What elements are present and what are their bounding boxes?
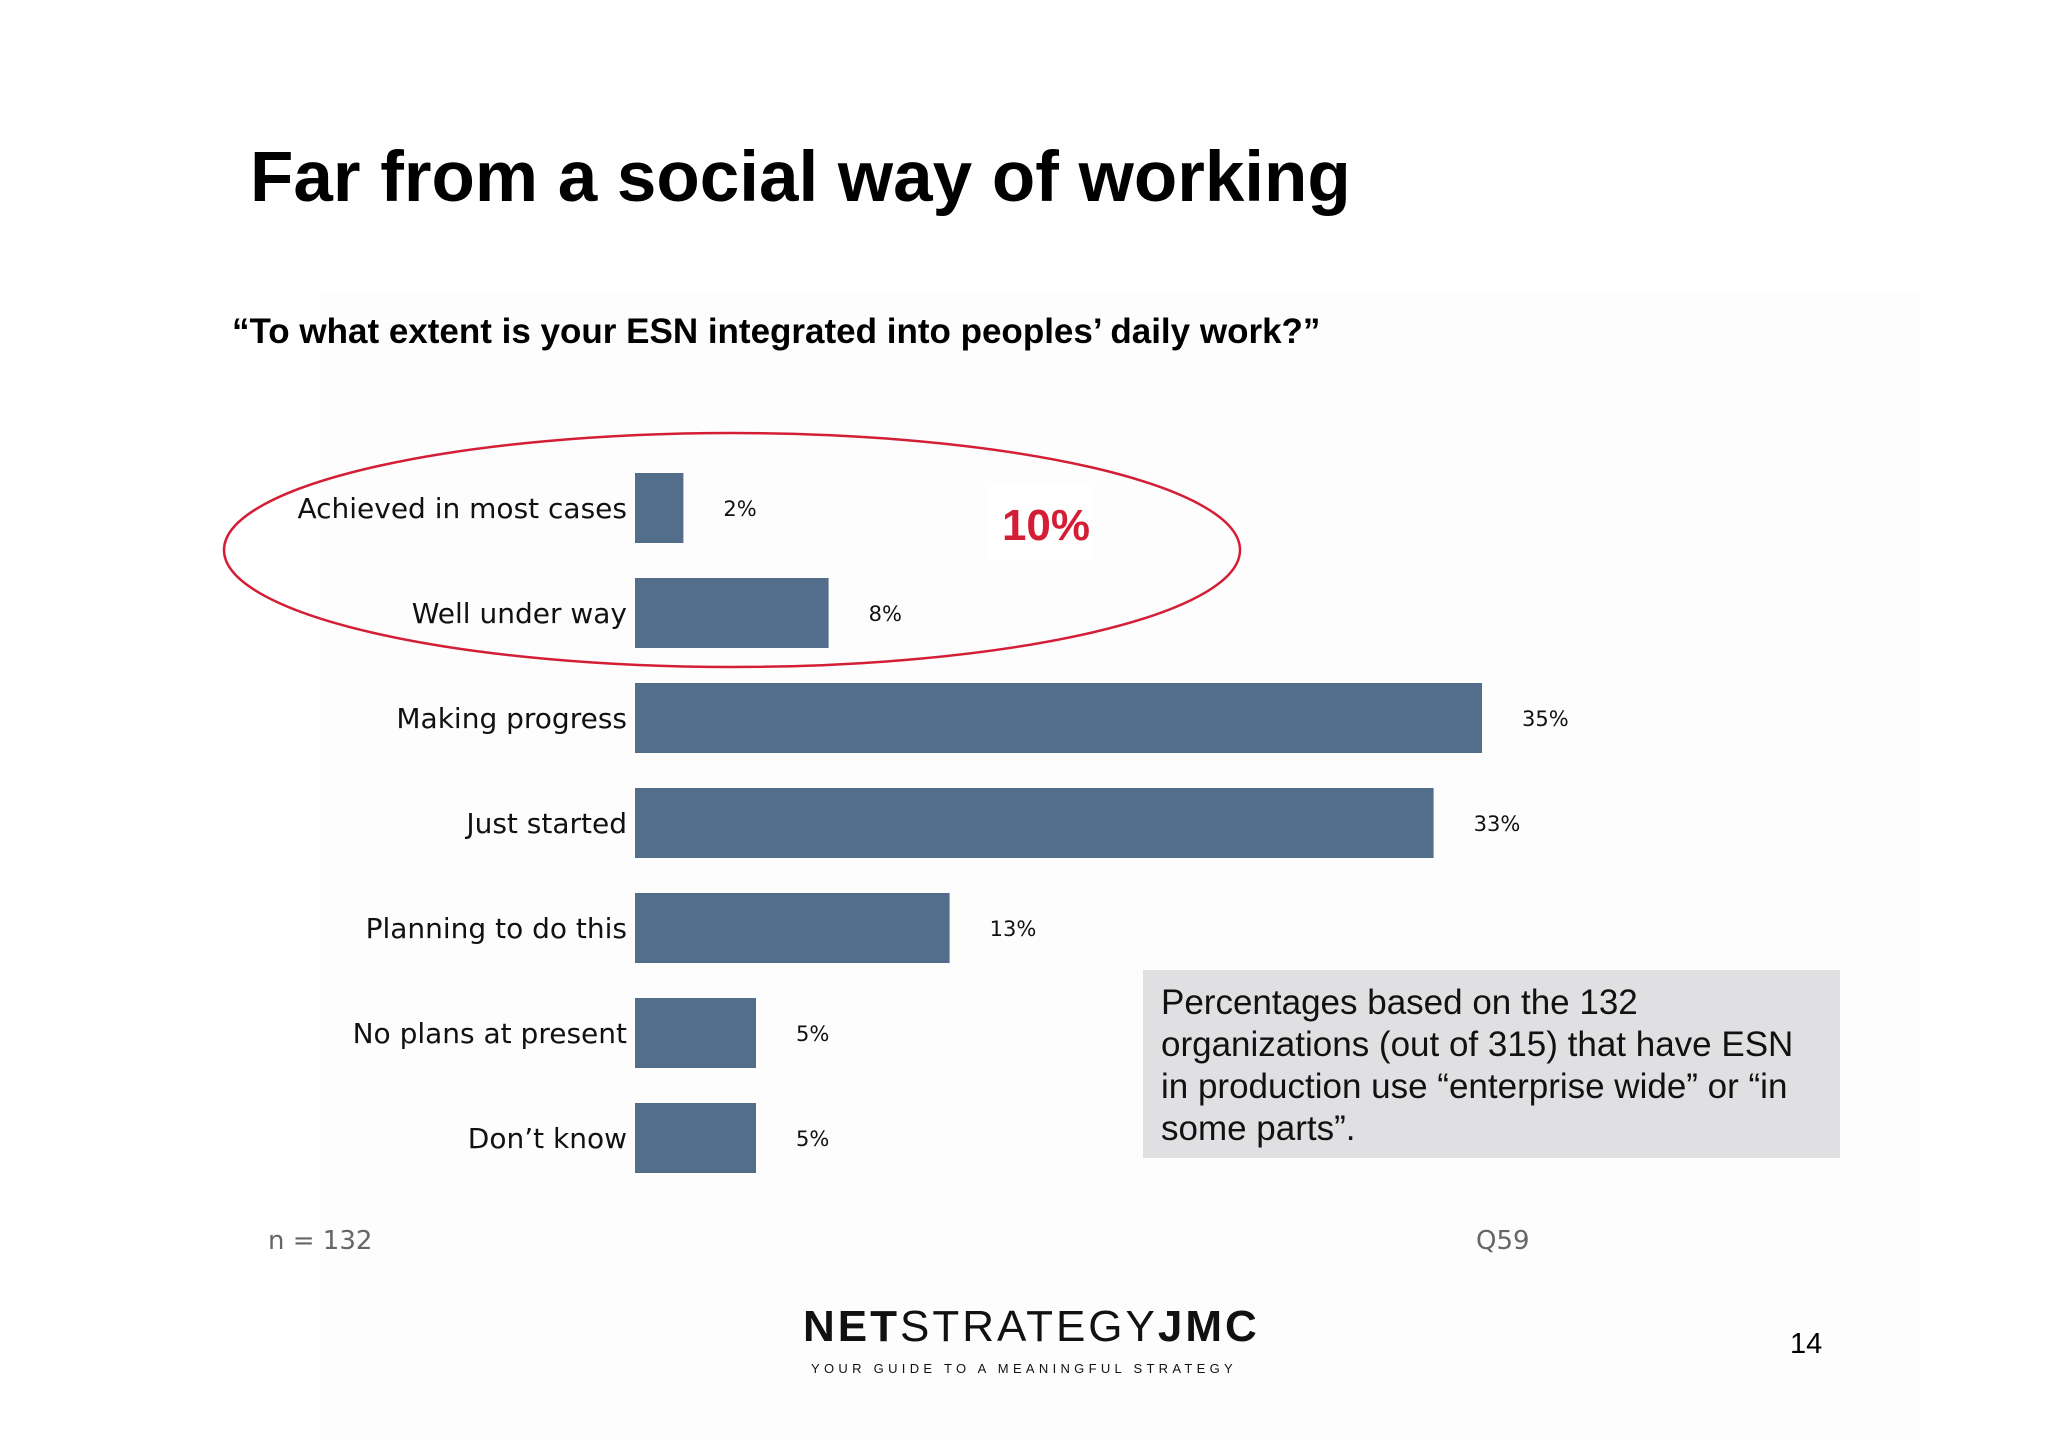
annotation-backdrop [990,482,1090,560]
value-label: 5% [796,1022,829,1046]
category-label: Making progress [396,702,627,735]
page-number: 14 [1790,1328,1823,1360]
category-label: Just started [464,807,627,840]
category-label: No plans at present [353,1017,627,1050]
highlight-total-label: 10% [1002,501,1090,550]
category-label: Well under way [412,597,627,630]
value-label: 35% [1522,707,1569,731]
bar [635,998,756,1068]
category-label: Achieved in most cases [297,492,627,525]
value-label: 8% [869,602,902,626]
category-label: Planning to do this [366,912,627,945]
value-label: 33% [1474,812,1521,836]
logo-wordmark: NETSTRATEGYJMC [803,1302,1260,1351]
logo-tagline: YOUR GUIDE TO A MEANINGFUL STRATEGY [811,1361,1237,1376]
slide-background [320,290,1920,1440]
bar [635,578,829,648]
note-box: Percentages based on the 132 organizatio… [1143,970,1840,1158]
slide-title: Far from a social way of working [250,138,1351,217]
bar [635,473,684,543]
bars-layer: Achieved in most cases 2% Well under way 8%… [297,473,1569,1173]
highlight-ellipse [222,431,1242,669]
sample-size-label: n = 132 [268,1226,373,1256]
value-label: 13% [990,917,1037,941]
bar [635,788,1434,858]
value-label: 5% [796,1127,829,1151]
bar [635,1103,756,1173]
question-reference: Q59 [1476,1226,1530,1256]
bar [635,893,950,963]
bar [635,683,1482,753]
category-label: Don’t know [468,1122,627,1155]
value-label: 2% [723,497,756,521]
survey-question: “To what extent is your ESN integrated i… [232,312,1321,351]
company-logo: NETSTRATEGYJMC YOUR GUIDE TO A MEANINGFU… [803,1302,1260,1377]
